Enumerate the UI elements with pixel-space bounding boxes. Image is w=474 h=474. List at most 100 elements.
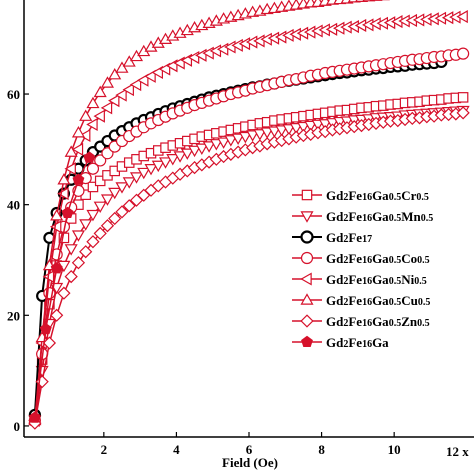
data-point-diamond [71,256,86,270]
data-point-triangle-up [57,173,71,185]
data-point-triangle-down [180,148,194,160]
data-point-triangle-down [144,163,158,176]
data-point-square [301,189,313,201]
data-point-circle [86,162,100,175]
legend-label: Gd2Fe16Ga0.5Cu0.5 [326,293,430,308]
data-point-square [457,92,469,103]
series-layer [28,0,470,430]
data-point-triangle-left [144,69,156,83]
data-point-diamond [86,235,100,249]
data-point-triangle-down [282,124,296,136]
data-point-triangle-up [115,61,129,73]
data-point-triangle-down [108,187,122,200]
data-point-diamond [100,219,115,233]
legend-entry: Gd2Fe16Ga0.5Zn0.5 [292,314,430,329]
legend-label: Gd2Fe16Ga0.5Mn0.5 [326,209,433,224]
data-point-diamond [42,336,57,350]
legend: Gd2Fe16Ga0.5Cr0.5 Gd2Fe16Ga0.5Mn0.5 Gd2Fe1… [292,188,433,350]
data-point-triangle-down [238,131,252,144]
data-point-triangle-left [300,272,312,286]
data-point-triangle-down [93,201,107,214]
data-point-triangle-down [129,172,144,184]
data-point-triangle-left [129,78,142,92]
data-point-triangle-left [115,88,127,102]
data-point-triangle-up [122,55,136,67]
data-point-triangle-down [115,182,129,194]
data-point-triangle-left [100,101,113,115]
data-point-pentagon [72,173,85,185]
data-point-triangle-left [456,10,468,24]
legend-label: Gd2Fe16Ga0.5Ni0.5 [326,272,427,287]
data-point-triangle-up [79,109,93,121]
data-point-triangle-down [151,160,165,173]
x-tick-label: 6 [246,442,253,457]
data-point-triangle-down [253,129,267,141]
data-point-triangle-down [318,119,332,131]
x-tick-label: 8 [318,442,325,457]
data-point-triangle-left [86,117,98,131]
x-axis-title: Field (Oe) [222,455,278,470]
x-tick-label: 10 [388,442,401,457]
data-point-diamond [122,199,136,213]
data-point-triangle-up [50,209,64,221]
legend-entry: Gd2Fe16Ga0.5Cr0.5 [292,188,429,203]
legend-entry: Gd2Fe16Ga0.5Cu0.5 [292,293,430,308]
data-point-triangle-down [304,120,318,133]
data-point-triangle-down [166,154,180,166]
data-point-triangle-down [217,137,231,149]
data-point-pentagon [61,206,74,219]
data-point-triangle-left [137,73,149,87]
data-point-square [87,181,99,193]
series-diamond-open [28,106,470,430]
data-point-triangle-up [64,145,78,157]
data-point-triangle-left [64,162,76,176]
data-point-triangle-down [260,127,274,139]
data-point-triangle-left [122,83,134,97]
data-point-diamond [108,211,122,226]
y-tick-label: 60 [7,87,20,102]
data-point-triangle-down [311,119,325,132]
data-point-pentagon [28,411,41,423]
data-point-triangle-down [137,167,151,180]
data-point-triangle-down [122,177,136,189]
legend-label: Gd2Fe17 [326,230,372,245]
legend-label: Gd2Fe16Ga [326,335,389,350]
y-tick-label: 0 [14,419,21,434]
legend-entry: Gd2Fe16Ga0.5Mn0.5 [292,209,433,224]
legend-label: Gd2Fe16Ga0.5Cr0.5 [326,188,429,203]
y-tick-label: 20 [7,308,20,323]
data-point-triangle-up [93,85,107,98]
data-point-diamond [79,245,93,259]
data-point-triangle-down [100,194,115,206]
data-point-diamond [57,286,71,300]
x-tick-label: 2 [101,442,108,457]
data-point-diamond [93,226,107,241]
data-point-diamond [300,314,314,328]
y-tick-label: 40 [7,198,20,213]
data-point-triangle-down [300,211,314,223]
data-point-circle [94,154,107,167]
data-point-triangle-down [224,135,238,147]
data-point-triangle-left [93,109,105,123]
data-point-triangle-down [188,145,202,158]
legend-label: Gd2Fe16Ga0.5Co0.5 [326,251,430,266]
data-point-diamond [456,106,470,120]
data-point-triangle-down [246,130,260,142]
data-point-triangle-up [71,126,85,138]
data-point-diamond [64,269,78,284]
data-point-triangle-left [108,94,120,108]
data-point-triangle-left [57,187,69,201]
data-point-triangle-down [195,143,209,155]
data-point-circle [300,251,314,265]
data-point-triangle-down [79,219,93,231]
data-point-triangle-up [86,96,100,109]
legend-entry: Gd2Fe16Ga0.5Co0.5 [292,251,430,266]
data-point-triangle-down [209,139,223,151]
x-tick-label: 4 [173,442,180,457]
x-axis-multiplier: 12 x [446,444,469,459]
data-point-triangle-up [108,67,122,80]
legend-entry: Gd2Fe17 [292,230,372,245]
data-point-diamond [115,205,129,219]
data-point-triangle-down [202,141,216,153]
